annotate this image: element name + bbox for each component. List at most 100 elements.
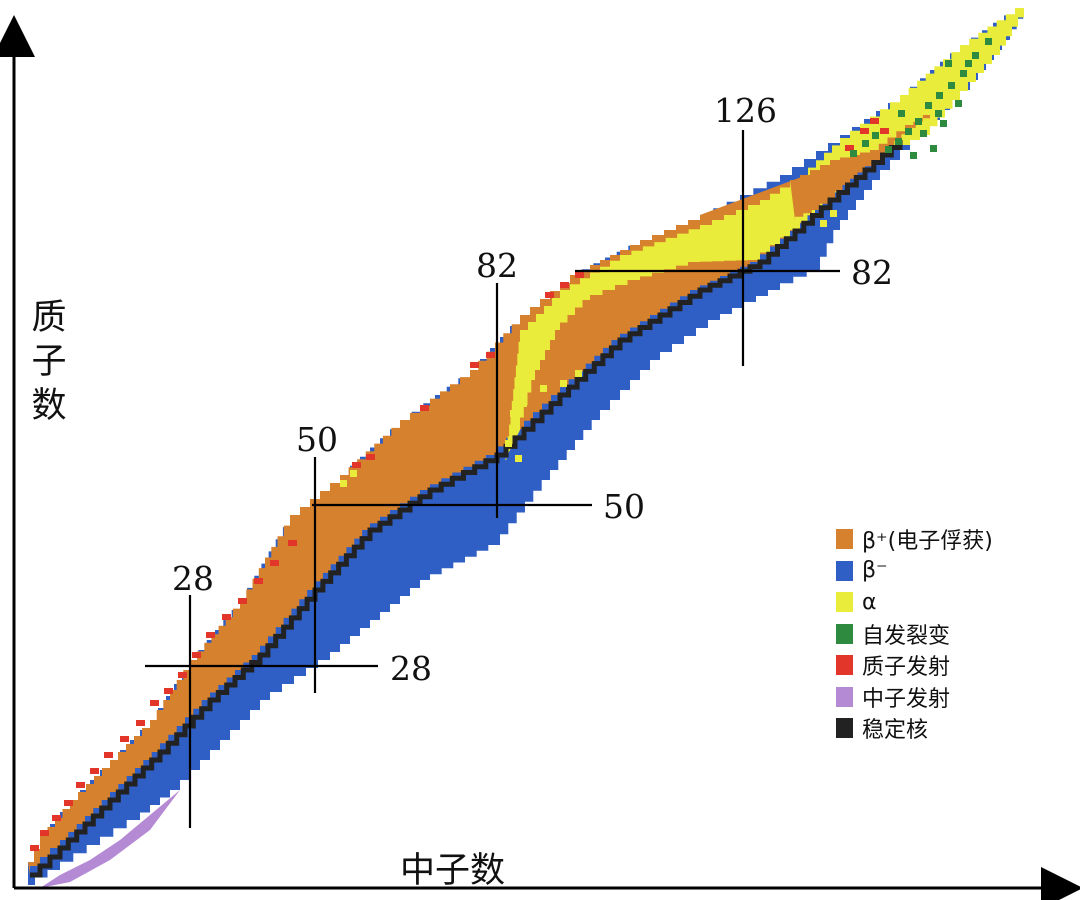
fission-cell <box>905 128 912 135</box>
fission-cell <box>948 82 955 89</box>
fission-cell <box>872 132 879 139</box>
proton-emission-cell <box>486 352 495 358</box>
legend-label: β⁻ <box>862 558 888 583</box>
magic-vertical-50-label: 50 <box>296 420 338 459</box>
alpha-scatter-cells <box>340 210 837 487</box>
fission-cell <box>915 118 922 125</box>
y-axis-title-char: 子 <box>31 342 67 382</box>
proton-emission-cell <box>40 830 49 836</box>
fission-cell <box>985 38 992 45</box>
proton-emission-cells <box>30 118 889 851</box>
alpha-cell <box>520 400 527 407</box>
proton-emission-cell <box>575 272 584 278</box>
legend-swatch <box>836 718 853 738</box>
fission-cell <box>935 110 942 117</box>
fission-cell <box>955 100 962 107</box>
legend-swatch <box>836 686 853 707</box>
alpha-cell <box>820 220 827 227</box>
alpha-cell <box>540 385 547 392</box>
alpha-cell <box>340 480 347 487</box>
proton-emission-cell <box>178 672 187 678</box>
magic-number-lines <box>145 130 840 828</box>
proton-emission-cell <box>76 782 85 788</box>
proton-emission-cell <box>238 598 247 604</box>
fission-cell <box>940 120 947 127</box>
y-axis-title-char: 质 <box>31 298 67 338</box>
fission-cell <box>945 60 952 67</box>
legend-label: 中子发射 <box>862 686 951 712</box>
magic-number-labels: 28 28 50 50 82 82 126 <box>172 91 893 688</box>
magic-vertical-126-label: 126 <box>714 91 777 130</box>
proton-emission-cell <box>288 540 297 546</box>
proton-emission-cell <box>222 614 231 620</box>
proton-emission-cell <box>870 118 879 124</box>
decay-regions <box>28 8 1030 888</box>
fission-cell <box>930 145 937 152</box>
proton-emission-cell <box>254 578 263 584</box>
proton-emission-cell <box>52 815 61 821</box>
legend-label: 质子发射 <box>862 655 951 680</box>
proton-emission-cell <box>64 800 73 806</box>
alpha-cell <box>505 440 512 447</box>
proton-emission-cell <box>150 700 159 706</box>
y-axis-title-char: 数 <box>31 386 67 426</box>
proton-emission-cell <box>136 720 145 726</box>
magic-horizontal-82-label: 82 <box>851 253 893 292</box>
proton-emission-cell <box>164 688 173 694</box>
legend-label: 稳定核 <box>862 718 929 743</box>
proton-emission-cell <box>545 292 554 298</box>
legend-swatch <box>836 655 853 675</box>
proton-emission-cell <box>104 752 113 758</box>
alpha-cell <box>510 410 517 417</box>
proton-emission-cell <box>860 128 869 134</box>
legend-swatch <box>836 592 853 612</box>
beta-plus-pocket <box>790 115 930 220</box>
fission-cell <box>910 152 917 159</box>
fission-cell <box>898 110 905 117</box>
proton-emission-cell <box>30 845 39 851</box>
proton-emission-cell <box>366 454 375 460</box>
legend-label: β⁺(电子俘获) <box>862 529 993 554</box>
alpha-cell <box>575 370 582 377</box>
legend: β⁺(电子俘获) β⁻ α 自发裂变 质子发射 中子发射 稳定核 <box>836 524 1076 745</box>
legend-swatch <box>836 560 853 581</box>
alpha-cell <box>830 210 837 217</box>
proton-emission-cell <box>192 652 201 658</box>
fission-cell <box>972 52 979 59</box>
proton-emission-cell <box>120 736 129 742</box>
legend-item-proton-emission: 质子发射 <box>836 650 1076 680</box>
legend-label: 自发裂变 <box>862 623 951 649</box>
alpha-cell <box>730 238 737 245</box>
fission-cell <box>885 146 892 153</box>
magic-horizontal-28-label: 28 <box>390 649 432 688</box>
proton-emission-cell <box>90 768 99 774</box>
x-axis-title: 中子数 <box>400 851 506 891</box>
magic-vertical-82-label: 82 <box>476 246 518 285</box>
proton-emission-cell <box>560 282 569 288</box>
alpha-cell <box>560 380 567 387</box>
fission-cell <box>862 140 869 147</box>
legend-swatch <box>836 623 853 644</box>
magic-vertical-28-label: 28 <box>172 559 214 598</box>
fission-cell <box>850 150 857 157</box>
alpha-cell <box>700 245 707 252</box>
legend-swatch <box>836 529 853 549</box>
legend-item-neutron-emission: 中子发射 <box>836 682 1076 712</box>
y-axis-title: 质 子 数 <box>24 296 74 428</box>
alpha-cell <box>350 470 357 477</box>
legend-item-beta-plus: β⁺(电子俘获) <box>836 524 1076 554</box>
fission-cell <box>925 102 932 109</box>
proton-emission-cell <box>206 632 215 638</box>
fission-cells <box>850 38 992 159</box>
proton-emission-cell <box>845 145 854 151</box>
legend-item-stable: 稳定核 <box>836 713 1076 743</box>
legend-label: α <box>862 589 877 615</box>
fission-cell <box>965 60 972 67</box>
magic-horizontal-50-label: 50 <box>603 487 645 526</box>
proton-emission-cell <box>470 362 479 368</box>
fission-cell <box>895 138 902 145</box>
fission-cell <box>936 92 943 99</box>
proton-emission-cell <box>420 405 429 411</box>
proton-emission-cell <box>352 462 361 468</box>
